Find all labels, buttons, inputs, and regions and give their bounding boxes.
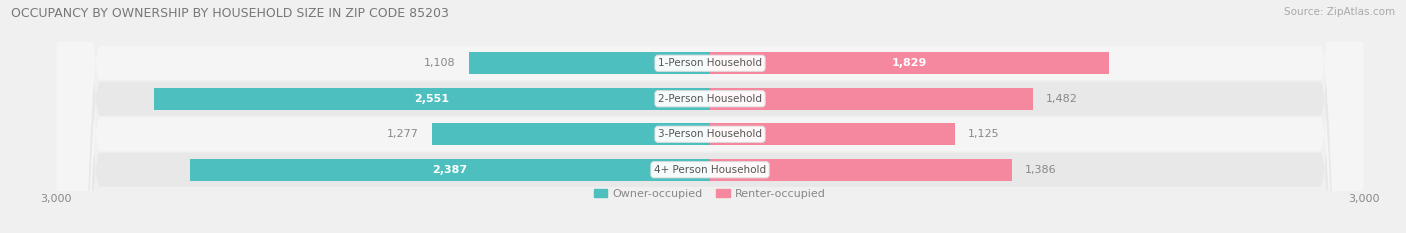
Text: 1,386: 1,386 bbox=[1025, 165, 1057, 175]
Bar bbox=[155, 88, 710, 110]
Bar bbox=[710, 159, 1012, 181]
Bar bbox=[710, 123, 955, 145]
Bar bbox=[468, 52, 710, 74]
Bar bbox=[190, 159, 710, 181]
Text: 1-Person Household: 1-Person Household bbox=[658, 58, 762, 68]
FancyBboxPatch shape bbox=[56, 0, 1364, 233]
Text: 1,482: 1,482 bbox=[1046, 94, 1078, 104]
Legend: Owner-occupied, Renter-occupied: Owner-occupied, Renter-occupied bbox=[589, 185, 831, 203]
FancyBboxPatch shape bbox=[56, 0, 1364, 233]
FancyBboxPatch shape bbox=[56, 0, 1364, 233]
Text: 2-Person Household: 2-Person Household bbox=[658, 94, 762, 104]
Text: OCCUPANCY BY OWNERSHIP BY HOUSEHOLD SIZE IN ZIP CODE 85203: OCCUPANCY BY OWNERSHIP BY HOUSEHOLD SIZE… bbox=[11, 7, 449, 20]
Text: 1,829: 1,829 bbox=[891, 58, 927, 68]
Bar bbox=[432, 123, 710, 145]
Bar bbox=[710, 52, 1108, 74]
Bar bbox=[710, 88, 1033, 110]
Text: 2,387: 2,387 bbox=[433, 165, 467, 175]
FancyBboxPatch shape bbox=[56, 0, 1364, 233]
Text: 3-Person Household: 3-Person Household bbox=[658, 129, 762, 139]
Text: 2,551: 2,551 bbox=[415, 94, 450, 104]
Text: 1,277: 1,277 bbox=[387, 129, 419, 139]
Text: Source: ZipAtlas.com: Source: ZipAtlas.com bbox=[1284, 7, 1395, 17]
Text: 1,108: 1,108 bbox=[423, 58, 456, 68]
Text: 4+ Person Household: 4+ Person Household bbox=[654, 165, 766, 175]
Text: 1,125: 1,125 bbox=[969, 129, 1000, 139]
